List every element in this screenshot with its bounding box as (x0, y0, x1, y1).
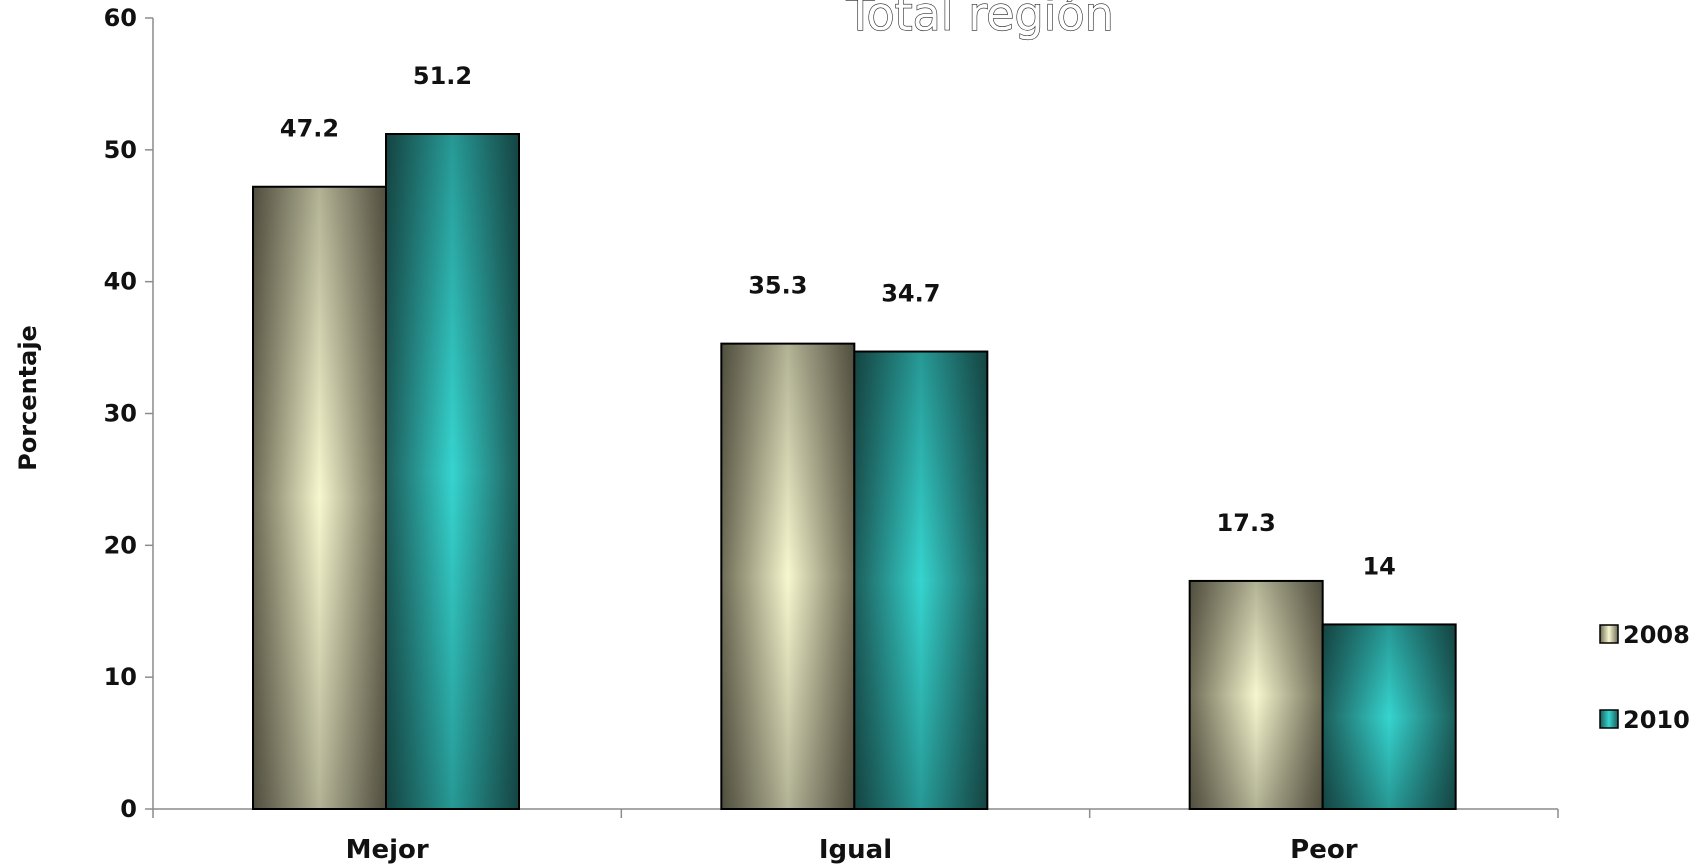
data-label: 35.3 (748, 272, 807, 300)
data-label: 47.2 (280, 115, 339, 143)
bar-shade (1322, 624, 1456, 809)
y-tick-label: 40 (104, 268, 137, 296)
y-tick-label: 60 (104, 4, 137, 32)
legend-label-2010: 2010 (1623, 706, 1690, 734)
bar-shade (253, 186, 386, 809)
bar-shade (854, 351, 988, 809)
legend: 2008 2010 (1599, 621, 1690, 734)
y-axis-label: Porcentaje (14, 325, 42, 471)
y-tick-label: 0 (120, 795, 137, 823)
data-label: 17.3 (1217, 509, 1276, 537)
y-tick-label: 20 (104, 531, 137, 559)
bar-shade (721, 343, 855, 809)
y-tick-label: 30 (104, 400, 137, 428)
bar-shade (1189, 580, 1323, 809)
chart-title: Total región (845, 0, 1114, 41)
data-label: 34.7 (881, 280, 940, 308)
x-category-label: Mejor (346, 835, 429, 865)
y-tick-label: 50 (104, 136, 137, 164)
y-tick-label: 10 (104, 663, 137, 691)
data-labels: 47.2 51.2 35.3 34.7 17.3 14 (280, 62, 1396, 580)
legend-swatch-2008 (1599, 624, 1619, 644)
bar-shade (386, 134, 519, 810)
x-category-label: Peor (1290, 835, 1358, 865)
legend-label-2008: 2008 (1623, 621, 1690, 649)
bars (252, 133, 1457, 811)
x-category-label: Igual (819, 835, 892, 865)
legend-swatch-2010 (1599, 709, 1619, 729)
data-label: 14 (1362, 552, 1395, 580)
data-label: 51.2 (413, 62, 472, 90)
